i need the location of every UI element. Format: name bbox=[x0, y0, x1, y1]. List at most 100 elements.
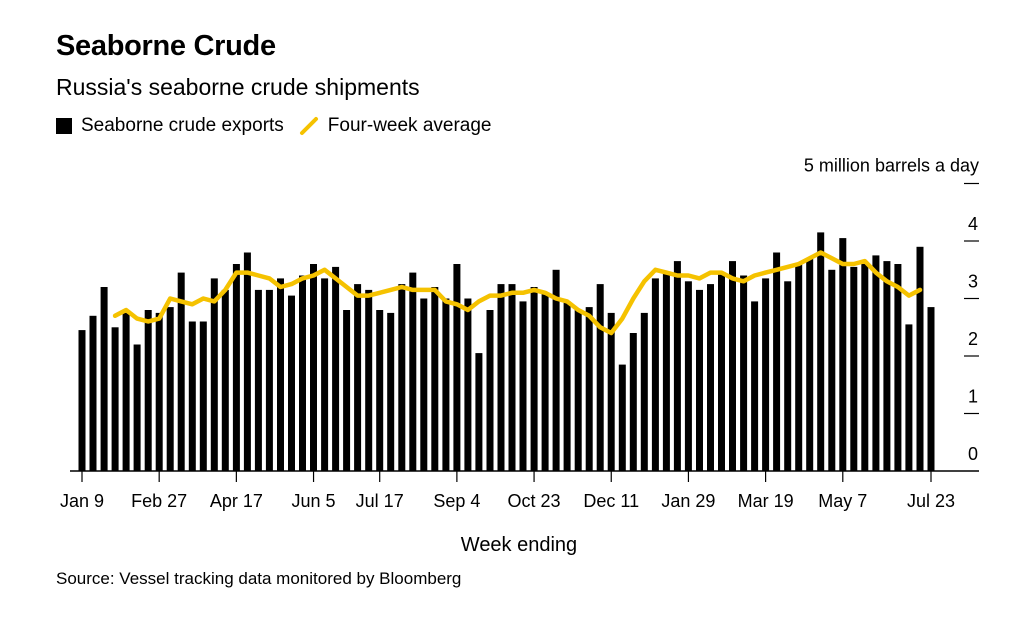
bar bbox=[243, 252, 251, 471]
bar bbox=[254, 289, 262, 471]
bar bbox=[387, 312, 395, 471]
bar bbox=[442, 298, 450, 471]
legend-item-line: Four-week average bbox=[298, 115, 492, 137]
bar bbox=[916, 246, 924, 472]
bar bbox=[519, 301, 527, 471]
bar bbox=[618, 364, 626, 471]
bar bbox=[321, 278, 329, 471]
bar bbox=[122, 310, 130, 471]
x-tick-label: Feb 27 bbox=[131, 491, 187, 511]
axes: 0 1 2 3 4 5 million barrels a day Jan 9 Feb 27 A… bbox=[60, 156, 979, 556]
bar bbox=[850, 266, 858, 471]
x-tick-label: Apr 17 bbox=[210, 491, 263, 511]
bar bbox=[905, 324, 913, 471]
legend-bar-label: Seaborne crude exports bbox=[81, 115, 284, 136]
bar bbox=[773, 252, 781, 471]
bar bbox=[629, 333, 637, 471]
y-tick-label: 3 bbox=[968, 272, 978, 292]
bar bbox=[673, 261, 681, 471]
bar bbox=[100, 287, 108, 471]
x-tick-label: Mar 19 bbox=[738, 491, 794, 511]
x-tick-label: Jan 29 bbox=[661, 491, 715, 511]
bar bbox=[497, 284, 505, 471]
bar bbox=[486, 310, 494, 471]
bar bbox=[265, 289, 273, 471]
bar bbox=[111, 327, 119, 472]
bar bbox=[199, 321, 207, 471]
bar bbox=[343, 310, 351, 471]
bar bbox=[795, 264, 803, 471]
bar bbox=[552, 269, 560, 472]
bar bbox=[861, 264, 869, 471]
bar bbox=[221, 289, 229, 471]
bar bbox=[541, 292, 549, 472]
y-tick-label: 1 bbox=[968, 387, 978, 407]
bar bbox=[232, 264, 240, 471]
legend-bar-swatch bbox=[56, 118, 72, 134]
bar bbox=[828, 269, 836, 472]
x-tick-label: Dec 11 bbox=[583, 491, 639, 511]
bar bbox=[155, 312, 163, 471]
x-tick-label: May 7 bbox=[818, 491, 867, 511]
y-axis-label: 5 million barrels a day bbox=[804, 156, 979, 176]
bar-series bbox=[78, 232, 935, 472]
legend-line-swatch bbox=[299, 117, 318, 135]
bar bbox=[464, 298, 472, 471]
source-note: Source: Vessel tracking data monitored b… bbox=[56, 569, 462, 588]
bar bbox=[144, 310, 152, 471]
bar bbox=[188, 321, 196, 471]
bar bbox=[166, 307, 174, 471]
bar bbox=[662, 272, 670, 471]
bar bbox=[839, 238, 847, 471]
average-line bbox=[112, 250, 923, 336]
legend-item-bars: Seaborne crude exports bbox=[56, 115, 284, 137]
bar bbox=[784, 281, 792, 472]
bar bbox=[640, 312, 648, 471]
bar bbox=[332, 266, 340, 471]
bar bbox=[354, 284, 362, 471]
bar bbox=[310, 264, 317, 471]
chart-subtitle: Russia's seaborne crude shipments bbox=[56, 74, 420, 100]
bar bbox=[398, 284, 406, 471]
bar bbox=[563, 301, 571, 471]
bar bbox=[365, 289, 373, 471]
bar bbox=[707, 284, 714, 471]
bar bbox=[574, 310, 582, 471]
bar bbox=[762, 278, 770, 471]
y-tick-label: 2 bbox=[968, 329, 978, 349]
bar bbox=[277, 278, 284, 471]
bar bbox=[475, 353, 483, 471]
bar bbox=[607, 312, 615, 471]
bar bbox=[740, 275, 748, 471]
bar bbox=[376, 310, 384, 471]
bar bbox=[696, 289, 703, 471]
x-tick-label: Jul 17 bbox=[356, 491, 404, 511]
x-tick-label: Sep 4 bbox=[433, 491, 480, 511]
y-tick-label: 4 bbox=[968, 214, 978, 234]
bar bbox=[420, 298, 428, 471]
bar bbox=[299, 275, 306, 471]
bar bbox=[872, 255, 880, 471]
chart-title: Seaborne Crude bbox=[56, 30, 276, 62]
bar bbox=[684, 281, 692, 472]
bar bbox=[651, 278, 659, 471]
bar bbox=[133, 344, 141, 471]
legend-line-label: Four-week average bbox=[327, 115, 492, 136]
bar bbox=[288, 295, 295, 471]
x-tick-label: Jun 5 bbox=[292, 491, 336, 511]
bar bbox=[585, 307, 593, 471]
x-axis-label: Week ending bbox=[461, 534, 577, 556]
bar bbox=[927, 307, 935, 471]
y-tick-label: 0 bbox=[968, 444, 978, 464]
bar bbox=[817, 232, 825, 471]
bar bbox=[806, 258, 814, 472]
x-tick-label: Oct 23 bbox=[508, 491, 561, 511]
bar bbox=[718, 272, 725, 471]
bar bbox=[729, 261, 736, 471]
bar bbox=[894, 264, 902, 471]
bar bbox=[78, 330, 86, 471]
bar bbox=[751, 301, 759, 471]
legend: Seaborne crude exports Four-week average bbox=[56, 115, 506, 137]
bar bbox=[453, 264, 461, 471]
